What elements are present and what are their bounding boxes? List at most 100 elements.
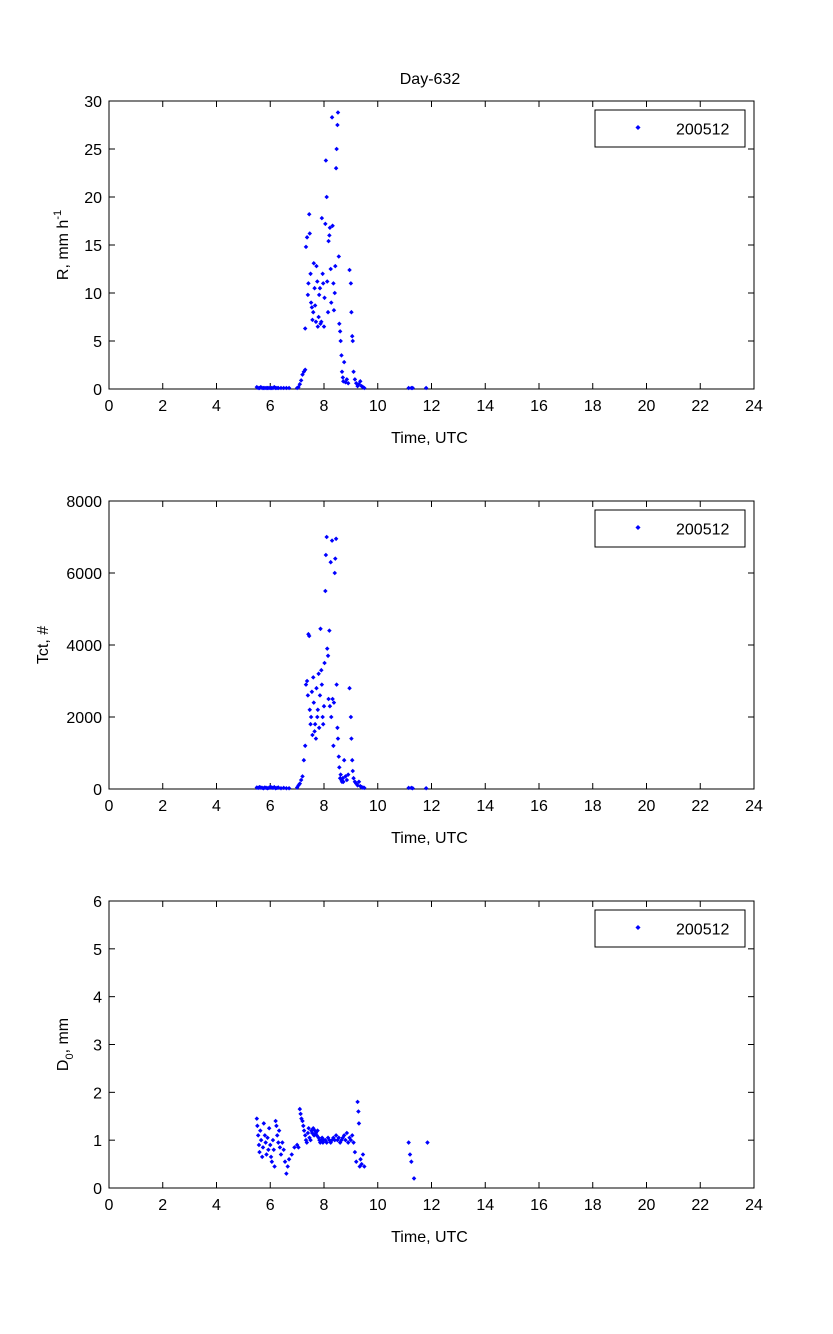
- data-point: [255, 1133, 261, 1138]
- data-point: [298, 378, 304, 383]
- data-point: [296, 1145, 301, 1150]
- y-axis-label-suffix: , mm: [55, 1018, 72, 1054]
- data-point: [304, 235, 310, 240]
- data-point: [289, 1152, 295, 1157]
- data-point: [332, 570, 338, 576]
- data-point: [315, 279, 320, 284]
- figure-title: Day-632: [400, 71, 461, 88]
- data-point: [278, 385, 284, 391]
- data-point: [257, 1149, 262, 1155]
- subplot-2: 0 2 4 6 8 10 12 14 16 18 20 22 2402000400060008000Ti…: [35, 494, 763, 847]
- data-point: [345, 380, 351, 386]
- data-point: [349, 333, 355, 339]
- data-point: [258, 1128, 263, 1133]
- data-point: [297, 1106, 303, 1112]
- data-point: [336, 1135, 342, 1141]
- data-point: [332, 290, 338, 296]
- data-point: [407, 1152, 413, 1157]
- data-point: [316, 671, 321, 677]
- data-point: [300, 774, 305, 779]
- y-tick-label: 5: [93, 334, 102, 351]
- data-point: [310, 317, 315, 323]
- data-point: [340, 375, 346, 380]
- data-point: [278, 786, 284, 791]
- data-point: [310, 675, 316, 680]
- data-point: [406, 1140, 411, 1145]
- data-point: [281, 385, 286, 391]
- y-tick-label: 8000: [66, 494, 102, 511]
- data-point: [304, 678, 310, 684]
- data-point: [310, 732, 315, 738]
- data-point: [347, 685, 352, 691]
- data-point: [308, 1137, 313, 1143]
- x-axis-label: Time, UTC: [391, 430, 468, 447]
- y-ticks: 0 2000 4000 6000 8000: [66, 494, 754, 799]
- data-point: [254, 1116, 260, 1121]
- data-point: [292, 1145, 297, 1150]
- data-point: [312, 729, 317, 734]
- data-point: [341, 359, 347, 365]
- data-point: [303, 244, 309, 250]
- data-point: [319, 319, 324, 325]
- x-tick-label: 14: [476, 398, 494, 415]
- data-point: [284, 1171, 289, 1176]
- data-point: [348, 1137, 354, 1143]
- data-point: [306, 281, 311, 286]
- data-point: [310, 309, 316, 315]
- data-point: [270, 1137, 276, 1143]
- data-point: [351, 775, 356, 781]
- x-ticks: 0 2 4 6 8 10 12 14 16 18 20 22 24: [105, 101, 763, 415]
- data-point: [302, 367, 308, 373]
- y-ticks: 0 5 10 15 20 25 30: [84, 94, 754, 399]
- x-tick-label: 10: [369, 398, 387, 415]
- data-point: [303, 682, 309, 687]
- data-point: [349, 1133, 355, 1138]
- data-point: [316, 292, 322, 298]
- data-point: [338, 772, 343, 777]
- data-point: [314, 685, 319, 691]
- data-point: [268, 1154, 274, 1160]
- data-point: [328, 714, 334, 720]
- data-point: [266, 1147, 271, 1152]
- data-point: [352, 377, 358, 382]
- data-point: [335, 736, 341, 741]
- data-point: [358, 379, 363, 384]
- data-point: [328, 300, 334, 305]
- y-tick-label: 5: [93, 942, 102, 959]
- data-point: [410, 385, 415, 391]
- y-axis-label-superscript: -1: [52, 210, 64, 220]
- x-tick-label: 2: [158, 798, 167, 815]
- data-point: [320, 714, 325, 720]
- data-point: [281, 1147, 286, 1152]
- y-tick-label: 25: [84, 142, 102, 159]
- data-point: [305, 1130, 311, 1136]
- data-point: [339, 353, 344, 358]
- y-axis-label: R, mm h-1: [52, 210, 72, 280]
- legend-label: 200512: [676, 122, 729, 139]
- data-point: [337, 321, 342, 326]
- data-point: [351, 369, 356, 374]
- data-points: [254, 534, 429, 791]
- x-tick-label: 12: [423, 1197, 441, 1214]
- data-point: [335, 122, 340, 128]
- data-point: [358, 1157, 363, 1162]
- x-tick-label: 16: [530, 398, 548, 415]
- data-point: [334, 146, 339, 152]
- data-point: [331, 281, 336, 286]
- data-point: [344, 377, 350, 382]
- x-tick-label: 4: [212, 798, 221, 815]
- data-point: [352, 1149, 358, 1155]
- data-point: [311, 700, 317, 705]
- data-point: [301, 757, 307, 763]
- data-point: [333, 536, 339, 542]
- data-point: [312, 721, 318, 727]
- data-point: [347, 267, 352, 273]
- data-point: [423, 385, 429, 391]
- data-point: [276, 1128, 282, 1133]
- data-point: [312, 285, 317, 291]
- data-point: [311, 260, 317, 266]
- data-point: [276, 385, 281, 391]
- data-point: [350, 768, 356, 774]
- x-tick-label: 0: [105, 1197, 114, 1214]
